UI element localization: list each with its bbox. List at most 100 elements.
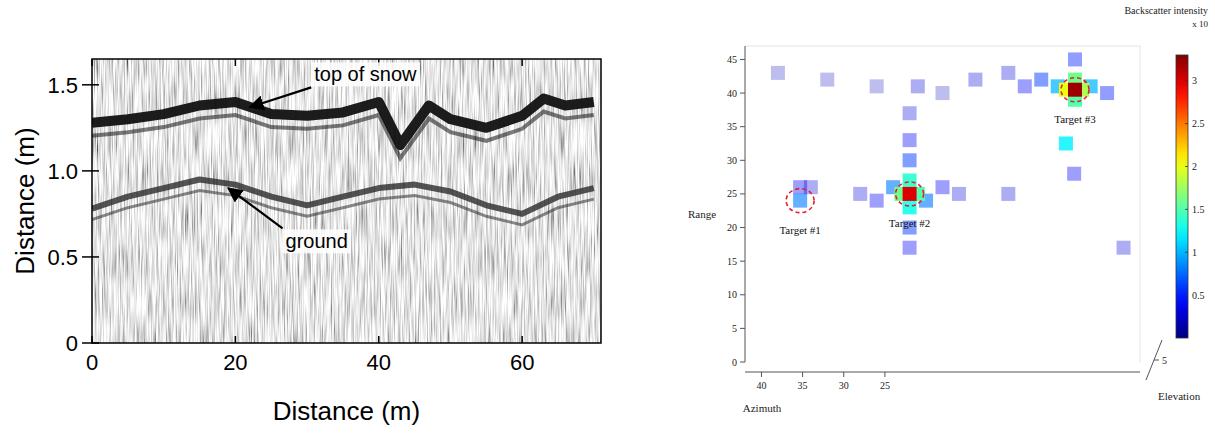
backscatter-cell — [1068, 52, 1082, 66]
azimuth-tick-label: 30 — [839, 380, 849, 391]
figure: 020406000.51.01.5Distance (m)Distance (m… — [0, 0, 1215, 437]
colorbar-tick-label: 0.5 — [1192, 290, 1205, 301]
x-tick — [91, 336, 93, 343]
x-tick — [91, 59, 93, 66]
backscatter-cell — [870, 79, 884, 93]
x-tick — [378, 336, 380, 343]
backscatter-cell — [1018, 79, 1032, 93]
y-tick-label: 0.5 — [47, 245, 78, 270]
backscatter-cell — [903, 200, 917, 214]
azimuth-tick-label: 25 — [880, 380, 890, 391]
range-tick — [740, 362, 745, 363]
box-edge — [745, 46, 1140, 47]
colorbar-tick-label: 1.5 — [1192, 204, 1205, 215]
x-tick-label: 40 — [367, 350, 391, 375]
elevation-tick-label: 5 — [1162, 355, 1167, 366]
target-labels: Target #1Target #2Target #3 — [779, 113, 1096, 236]
backscatter-cell — [968, 73, 982, 87]
colorbar-tick-label: 2.5 — [1192, 118, 1205, 129]
backscatter-cell — [903, 106, 917, 120]
backscatter-cell — [1059, 136, 1073, 150]
x-tick-label: 60 — [510, 350, 534, 375]
radargram-wash — [92, 59, 601, 343]
range-tick-label: 15 — [727, 256, 737, 267]
annotation-text: top of snow — [314, 63, 417, 85]
range-tick-label: 25 — [727, 188, 737, 199]
backscatter-cell — [820, 73, 834, 87]
colorbar-tick — [1185, 80, 1188, 81]
range-tick — [740, 160, 745, 161]
annotation-arrow — [250, 87, 312, 107]
range-tick-label: 10 — [727, 289, 737, 300]
backscatter-cell — [870, 194, 884, 208]
colorbar-tick — [1185, 295, 1188, 296]
x-tick-label: 20 — [223, 350, 247, 375]
elevation-axis-title: Elevation — [1158, 390, 1201, 402]
annotation-arrow — [228, 188, 282, 228]
colorbar-title: Backscatter intensity — [1124, 5, 1208, 16]
backscatter-cell — [1067, 167, 1081, 181]
backscatter-cell — [903, 133, 917, 147]
tomography-plot — [771, 52, 1131, 254]
range-tick-label: 45 — [727, 54, 737, 65]
y-tick — [82, 170, 92, 172]
elevation-tick — [1154, 360, 1159, 361]
range-tick-label: 40 — [727, 88, 737, 99]
range-tick-label: 20 — [727, 222, 737, 233]
colorbar-tick-label: 3 — [1192, 75, 1197, 86]
range-tick — [740, 328, 745, 329]
backscatter-cell — [1034, 73, 1048, 87]
range-tick — [740, 261, 745, 262]
backscatter-cell — [853, 187, 867, 201]
y-tick-label: 1.5 — [47, 73, 78, 98]
annotation-text: ground — [286, 230, 348, 252]
range-tick-label: 5 — [732, 323, 737, 334]
azimuth-tick-label: 35 — [798, 380, 808, 391]
x-tick — [521, 336, 523, 343]
y-tick — [92, 342, 99, 344]
azimuth-tick — [761, 372, 762, 377]
backscatter-cell — [903, 173, 917, 187]
colorbar-tick — [1185, 166, 1188, 167]
target-label: Target #3 — [1054, 113, 1096, 125]
y-tick — [92, 84, 99, 86]
y-tick — [92, 256, 99, 258]
x-tick — [235, 59, 237, 66]
range-tick — [740, 93, 745, 94]
radargram-texture — [92, 59, 601, 343]
y-tick — [82, 256, 92, 258]
y-tick — [82, 342, 92, 344]
range-tick — [740, 126, 745, 127]
backscatter-cell — [903, 241, 917, 255]
annotation-patch — [311, 62, 420, 86]
elevation-axis — [1146, 340, 1162, 380]
azimuth-tick — [802, 372, 803, 377]
backscatter-cell — [793, 180, 807, 194]
range-tick — [740, 59, 745, 60]
range-tick-label: 35 — [727, 121, 737, 132]
backscatter-cell — [903, 187, 917, 201]
range-axis-title: Range — [688, 208, 716, 220]
backscatter-cell — [1100, 86, 1114, 100]
annotations: top of snow ground — [228, 62, 420, 253]
backscatter-cell — [1001, 66, 1015, 80]
range-tick — [740, 227, 745, 228]
colorbar-tick-label: 1 — [1192, 247, 1197, 258]
target-circle — [896, 182, 924, 206]
x-tick — [521, 59, 523, 66]
colorbar-tick-label: 2 — [1192, 161, 1197, 172]
y-axis-title: Distance (m) — [10, 127, 40, 274]
backscatter-cell — [952, 187, 966, 201]
colorbar-multiplier: x 10 — [1192, 19, 1208, 29]
backscatter-cell — [903, 153, 917, 167]
y-tick — [92, 170, 99, 172]
range-tick — [740, 294, 745, 295]
colorbar-tick — [1185, 123, 1188, 124]
backscatter-cell — [1001, 187, 1015, 201]
azimuth-tick-label: 40 — [756, 380, 766, 391]
radargram-plot — [92, 59, 601, 343]
backscatter-cell — [793, 194, 807, 208]
colorbar-tick — [1185, 209, 1188, 210]
range-tick-label: 30 — [727, 155, 737, 166]
target-circle — [786, 189, 814, 213]
